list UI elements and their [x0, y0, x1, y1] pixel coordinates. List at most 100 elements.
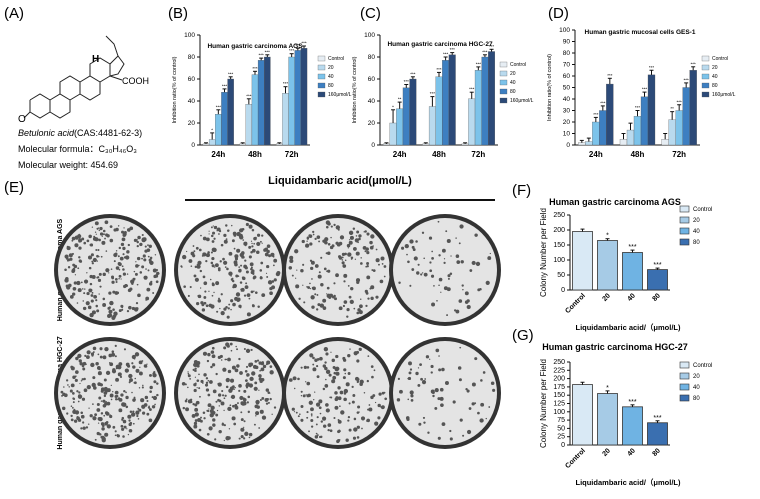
colony — [328, 373, 332, 377]
colony — [305, 245, 307, 248]
significance: *** — [450, 47, 456, 52]
significance: * — [211, 127, 213, 132]
colony — [220, 310, 225, 316]
colony — [234, 368, 239, 373]
colony — [194, 403, 198, 407]
colony — [82, 361, 87, 366]
colony — [249, 376, 254, 382]
colony — [153, 380, 157, 384]
colony — [258, 389, 260, 391]
colony — [149, 408, 152, 411]
legend-swatch — [679, 372, 690, 380]
colony — [95, 299, 98, 302]
colony — [353, 417, 357, 421]
colony — [220, 359, 223, 361]
colony — [416, 271, 420, 275]
colony — [370, 234, 375, 239]
colony — [313, 399, 315, 401]
colony — [66, 259, 69, 262]
colony — [102, 272, 106, 277]
colony — [352, 393, 356, 397]
bar — [227, 78, 234, 146]
colony — [102, 403, 107, 408]
colony — [322, 239, 326, 243]
bar — [264, 56, 271, 146]
colony — [324, 384, 329, 388]
colony — [184, 383, 187, 386]
colony — [466, 389, 470, 393]
bar — [435, 76, 443, 146]
colony — [105, 370, 111, 376]
colony — [375, 248, 378, 251]
colony — [479, 288, 482, 291]
colony — [349, 348, 351, 350]
colony — [97, 417, 102, 421]
colony — [207, 379, 210, 382]
bar — [448, 54, 456, 146]
colony — [106, 401, 111, 406]
bar — [396, 108, 404, 146]
colony — [308, 430, 310, 433]
colony — [101, 427, 105, 431]
legend-label: 40 — [693, 385, 700, 391]
colony — [367, 408, 370, 411]
colony — [409, 390, 414, 395]
colony — [80, 281, 83, 284]
colony — [95, 233, 97, 235]
colony — [320, 256, 323, 259]
colony — [92, 346, 97, 351]
colony — [110, 384, 112, 387]
colony — [210, 251, 213, 254]
colony — [102, 233, 105, 236]
colony — [341, 261, 345, 265]
colony — [114, 434, 117, 437]
colony — [205, 304, 209, 308]
colony — [155, 280, 159, 284]
legend-swatch — [499, 79, 508, 86]
colony — [228, 271, 233, 276]
colony — [87, 305, 92, 310]
colony — [64, 278, 69, 283]
colony — [490, 381, 495, 386]
colony — [374, 421, 379, 426]
colony — [115, 364, 120, 369]
colony — [225, 385, 229, 389]
colony — [411, 245, 415, 249]
y-tick-label: 25 — [557, 434, 565, 441]
colony — [117, 255, 120, 258]
colony — [303, 301, 306, 304]
colony — [134, 277, 136, 280]
colony — [437, 220, 440, 223]
bar — [202, 143, 210, 146]
colony — [223, 233, 227, 238]
colony — [194, 376, 197, 378]
y-tick-label: 40 — [188, 98, 196, 105]
colony — [360, 262, 363, 265]
legend-swatch — [701, 55, 710, 62]
bar — [572, 384, 593, 446]
colony — [260, 377, 265, 382]
colony — [408, 361, 412, 366]
colony — [208, 290, 210, 292]
colony — [361, 427, 363, 430]
y-tick-label: 20 — [188, 120, 196, 127]
colony — [148, 282, 153, 286]
colony — [118, 274, 122, 278]
y-tick-label: 10 — [563, 131, 571, 138]
colony — [450, 255, 452, 257]
colony — [244, 244, 247, 247]
colony — [128, 305, 132, 310]
colony — [350, 286, 354, 291]
colony — [236, 364, 240, 368]
x-tick-label: Control — [564, 447, 587, 470]
colony — [366, 275, 371, 280]
colony — [374, 401, 377, 404]
colony — [134, 398, 136, 401]
colony — [63, 393, 68, 398]
colony — [369, 240, 373, 245]
colony — [259, 269, 263, 272]
colony — [250, 290, 254, 294]
colony — [131, 354, 136, 360]
colony — [122, 419, 127, 424]
legend-label: 80 — [328, 83, 334, 89]
